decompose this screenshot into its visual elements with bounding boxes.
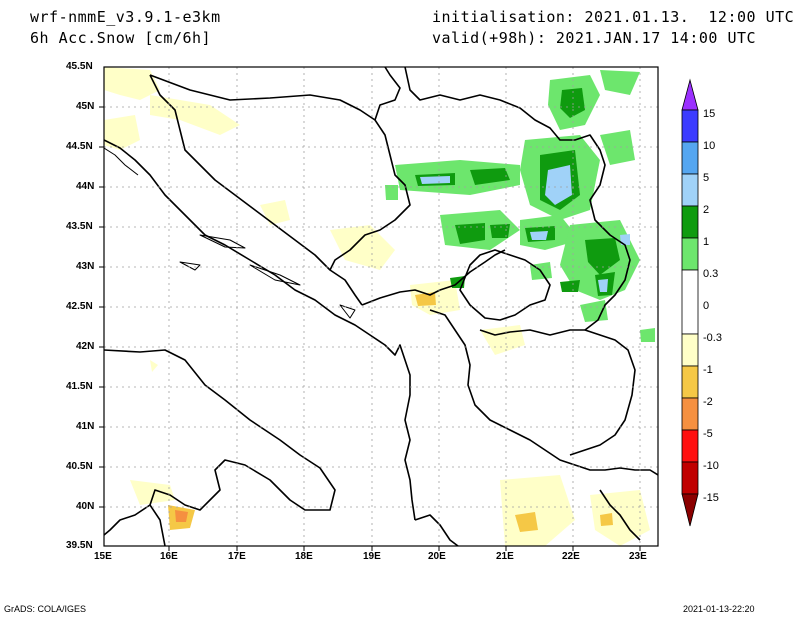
colorbar-label: 0 (703, 300, 710, 312)
lat-label: 43.5N (66, 221, 93, 232)
colorbar-label: -10 (703, 460, 719, 472)
borders (104, 67, 658, 546)
lat-label: 41N (76, 421, 95, 432)
lat-label: 42N (76, 341, 95, 352)
colorbar-label: 5 (703, 172, 710, 184)
lon-label: 16E (160, 551, 178, 562)
colorbar-label: -0.3 (703, 332, 722, 344)
lat-label: 42.5N (66, 301, 93, 312)
lat-label: 44N (76, 181, 95, 192)
colorbar-label: 1 (703, 236, 710, 248)
colorbar-label: -5 (703, 428, 713, 440)
colorbar-label: -15 (703, 492, 719, 504)
positive-snow-blue (420, 165, 630, 292)
model-title: wrf-nmmE_v3.9.1-e3km (30, 8, 221, 26)
lon-label: 21E (496, 551, 514, 562)
colorbar-label: 0.3 (703, 268, 719, 280)
negative-snow-areas (104, 67, 650, 546)
colorbar-label: 2 (703, 204, 710, 216)
negative-snow-darkorange (175, 510, 188, 522)
lat-label: 39.5N (66, 540, 93, 551)
colorbar-arrow-bottom (681, 493, 699, 527)
colorbar-label: 15 (703, 108, 716, 120)
lon-label: 23E (629, 551, 647, 562)
footer-credit: GrADS: COLA/IGES (4, 604, 87, 614)
lon-label: 15E (94, 551, 112, 562)
footer-timestamp: 2021-01-13-22:20 (683, 604, 755, 614)
lon-label: 20E (428, 551, 446, 562)
lon-label: 17E (228, 551, 246, 562)
valid-time: valid(+98h): 2021.JAN.17 14:00 UTC (432, 29, 757, 47)
colorbar-label: -1 (703, 364, 713, 376)
lon-label: 18E (295, 551, 313, 562)
colorbar (681, 78, 699, 527)
map-plot-area (104, 67, 658, 546)
colorbar-label: 10 (703, 140, 716, 152)
lon-label: 22E (562, 551, 580, 562)
lat-label: 41.5N (66, 381, 93, 392)
colorbar-arrow-top (681, 78, 699, 111)
lat-label: 44.5N (66, 141, 93, 152)
lat-label: 43N (76, 261, 95, 272)
tick-marks (99, 106, 641, 551)
field-title: 6h Acc.Snow [cm/6h] (30, 29, 212, 47)
lat-label: 45.5N (66, 61, 93, 72)
colorbar-label: -2 (703, 396, 713, 408)
lat-label: 40N (76, 501, 95, 512)
grid (104, 67, 658, 546)
lat-label: 45N (76, 101, 95, 112)
init-time: initialisation: 2021.01.13. 12:00 UTC (432, 8, 795, 26)
lat-label: 40.5N (66, 461, 93, 472)
lon-label: 19E (363, 551, 381, 562)
